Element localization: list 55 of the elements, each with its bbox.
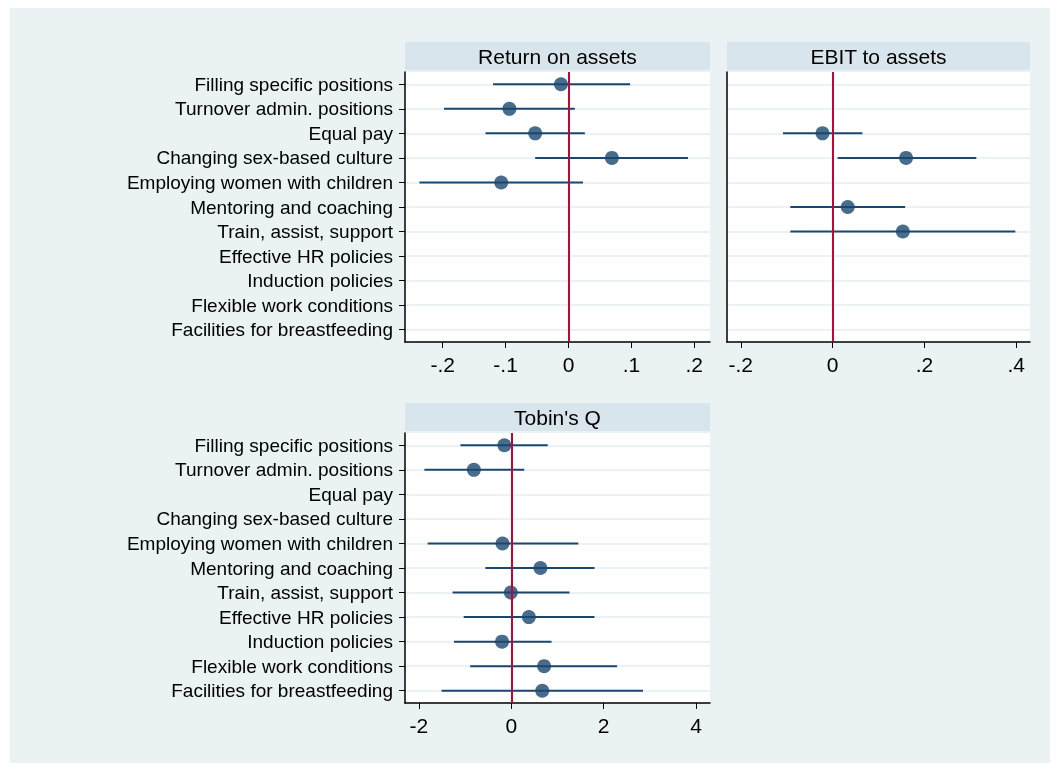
- y-tick-label: Flexible work conditions: [191, 294, 393, 316]
- x-tick-label: -.2: [430, 353, 455, 376]
- y-tick-label: Turnover admin. positions: [175, 459, 393, 481]
- y-tick-label: Equal pay: [308, 122, 394, 144]
- x-tick-label: -.1: [493, 353, 518, 376]
- y-tick-label: Equal pay: [308, 483, 394, 505]
- point: [535, 683, 550, 698]
- y-tick-label: Turnover admin. positions: [175, 98, 393, 120]
- y-tick-label: Changing sex-based culture: [156, 508, 393, 530]
- chart-title: EBIT to assets: [810, 44, 947, 68]
- y-tick-label: Facilities for breastfeeding: [171, 680, 393, 702]
- y-tick-label: Employing women with children: [126, 532, 393, 554]
- x-tick-label: .1: [622, 353, 641, 376]
- y-tick-label: Filling specific positions: [194, 434, 393, 456]
- y-tick-label: Effective HR policies: [219, 245, 393, 267]
- chart-title: Return on assets: [478, 44, 637, 68]
- point: [815, 126, 830, 141]
- x-tick-label: 0: [826, 353, 839, 376]
- point: [497, 438, 512, 453]
- y-tick-label: Employing women with children: [126, 171, 393, 193]
- point: [502, 101, 517, 116]
- y-tick-label: Flexible work conditions: [191, 655, 393, 677]
- point: [840, 200, 855, 214]
- point: [895, 224, 910, 239]
- y-tick-label: Train, assist, support: [217, 582, 394, 604]
- y-tick-label: Changing sex-based culture: [156, 147, 393, 169]
- point: [495, 634, 510, 649]
- point: [494, 175, 509, 190]
- x-tick-label: -2: [409, 714, 429, 737]
- y-tick-label: Mentoring and coaching: [190, 196, 393, 218]
- y-tick-label: Effective HR policies: [219, 606, 393, 628]
- point: [521, 610, 536, 625]
- y-tick-label: Induction policies: [247, 270, 393, 292]
- x-tick-label: -.2: [728, 353, 754, 376]
- x-tick-label: .2: [685, 353, 704, 376]
- x-tick-label: .2: [915, 353, 934, 376]
- x-tick-label: 0: [562, 353, 575, 376]
- point: [466, 462, 481, 477]
- point: [604, 150, 619, 165]
- point: [537, 659, 552, 674]
- x-tick-label: .4: [1007, 353, 1026, 376]
- x-tick-label: 0: [505, 714, 518, 737]
- y-tick-label: Train, assist, support: [217, 221, 394, 243]
- chart-title: Tobin's Q: [514, 405, 601, 429]
- y-tick-label: Mentoring and coaching: [190, 557, 393, 579]
- point: [495, 536, 510, 551]
- point: [533, 561, 548, 575]
- y-tick-label: Filling specific positions: [194, 73, 393, 95]
- y-tick-label: Induction policies: [247, 631, 393, 653]
- y-tick-label: Facilities for breastfeeding: [171, 319, 393, 341]
- point: [553, 77, 568, 92]
- x-tick-label: 4: [690, 714, 703, 737]
- point: [899, 150, 914, 165]
- point: [528, 126, 543, 141]
- x-tick-label: 2: [597, 714, 610, 737]
